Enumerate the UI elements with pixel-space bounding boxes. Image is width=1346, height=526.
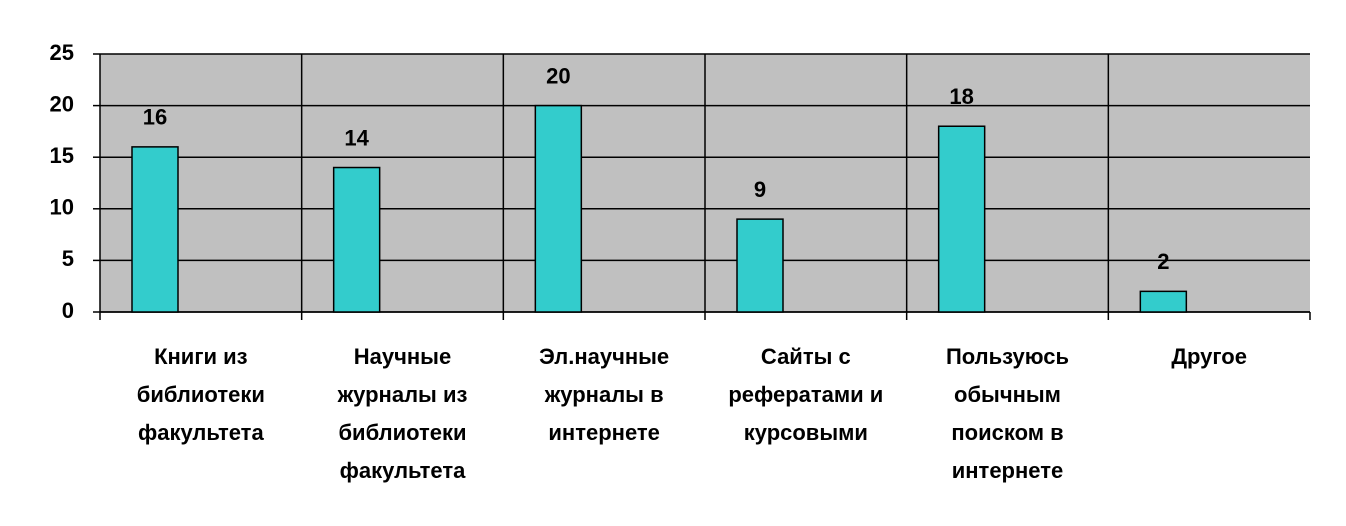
bar — [736, 218, 784, 313]
bar — [131, 146, 179, 313]
y-tick-label: 15 — [50, 143, 74, 168]
x-tick-label: Другое — [1171, 344, 1247, 369]
x-tick-label: Книги из библиотеки факультета — [136, 344, 265, 445]
bar — [332, 166, 381, 313]
y-tick-label: 10 — [50, 195, 74, 220]
x-tick-label: Научные журналы из библиотеки факультета — [337, 344, 468, 483]
bar — [937, 125, 986, 313]
value-label: 9 — [754, 177, 766, 202]
x-tick-label: Сайты с рефератами и курсовыми — [728, 344, 884, 445]
x-tick-label: Пользуюсь обычным поиском в интернете — [945, 344, 1070, 483]
y-tick-label: 20 — [50, 91, 74, 116]
value-label: 16 — [143, 105, 167, 130]
value-label: 14 — [344, 125, 369, 150]
value-label: 2 — [1157, 249, 1169, 274]
bar — [1139, 290, 1188, 313]
y-tick-label: 25 — [50, 40, 74, 65]
bar — [534, 104, 583, 313]
x-tick-label: Эл.научные журналы в интернете — [539, 344, 670, 445]
y-tick-label: 0 — [62, 298, 74, 323]
value-label: 18 — [949, 84, 973, 109]
value-label: 20 — [546, 63, 570, 88]
y-tick-label: 5 — [62, 246, 74, 271]
